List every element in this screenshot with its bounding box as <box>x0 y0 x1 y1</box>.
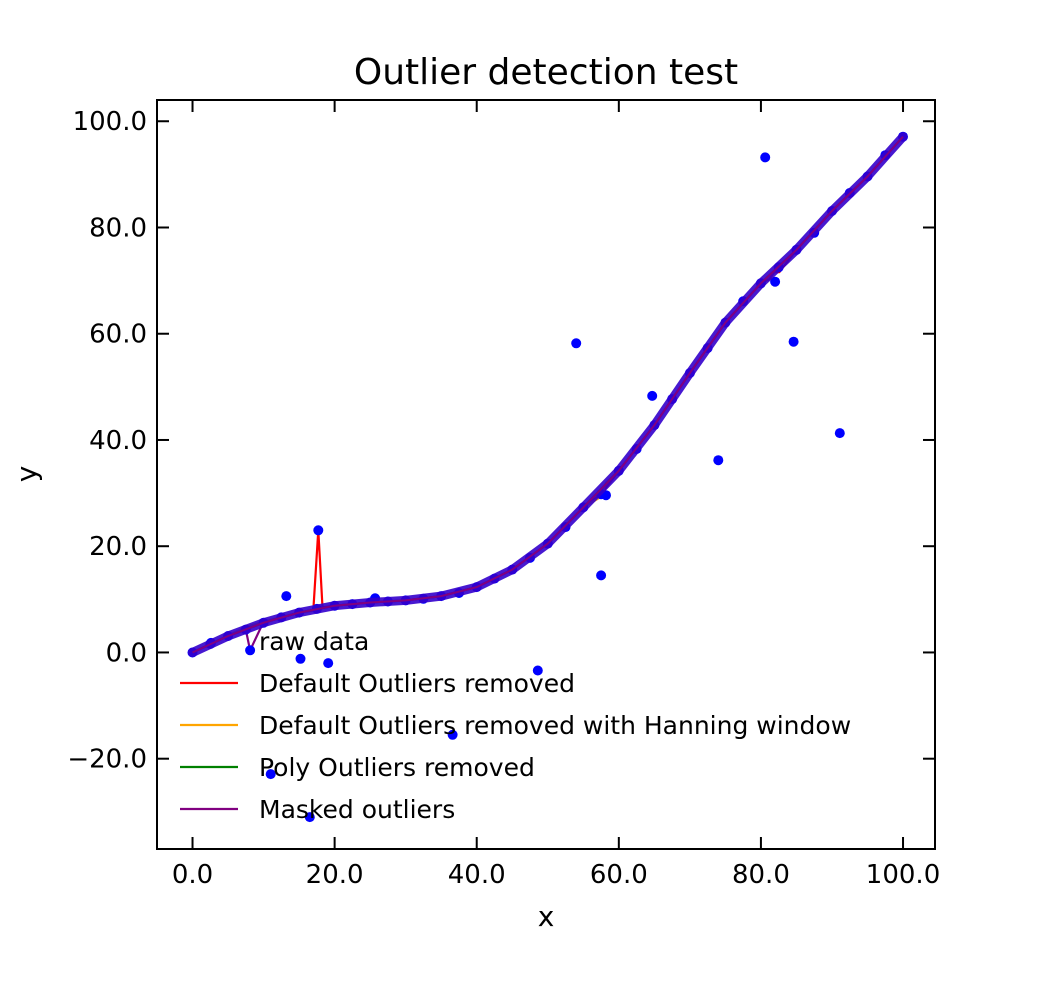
data-point <box>770 276 781 287</box>
data-point <box>447 729 458 740</box>
data-point <box>713 455 724 466</box>
y-axis-title: y <box>10 466 43 483</box>
plot-area <box>187 131 908 823</box>
y-tick-label: 40.0 <box>89 426 147 456</box>
legend-label: Default Outliers removed with Hanning wi… <box>259 711 851 740</box>
data-point <box>313 525 324 536</box>
y-tick-label: 100.0 <box>73 107 147 137</box>
data-point <box>265 769 276 780</box>
data-point <box>596 570 607 581</box>
data-point <box>834 428 845 439</box>
data-point <box>295 653 306 664</box>
plot-frame <box>156 99 936 850</box>
data-point <box>245 645 256 656</box>
legend-label: Poly Outliers removed <box>259 753 535 782</box>
legend-label: Default Outliers removed <box>259 669 575 698</box>
x-tick-label: 60.0 <box>590 860 648 890</box>
data-point <box>281 591 292 602</box>
y-axis: −20.0 0.0 20.0 40.0 60.0 80.0 100.0 <box>67 107 935 775</box>
y-tick-label: 0.0 <box>106 638 147 668</box>
data-point <box>532 665 543 676</box>
y-tick-label: 20.0 <box>89 532 147 562</box>
x-axis-title: x <box>538 900 555 933</box>
legend: raw data Default Outliers removed Default … <box>180 627 851 824</box>
masked-outliers-line-overlay <box>192 136 904 654</box>
y-tick-label: 80.0 <box>89 213 147 243</box>
data-point <box>323 658 334 669</box>
data-point <box>788 336 799 347</box>
data-point <box>571 338 582 349</box>
y-tick-label: −20.0 <box>67 745 147 775</box>
y-tick-label: 60.0 <box>89 320 147 350</box>
x-tick-label: 80.0 <box>732 860 790 890</box>
x-tick-label: 20.0 <box>306 860 364 890</box>
data-point <box>760 152 771 163</box>
chart-title: Outlier detection test <box>354 52 738 93</box>
legend-label: raw data <box>259 627 369 656</box>
data-point <box>647 390 658 401</box>
x-tick-label: 0.0 <box>172 860 213 890</box>
legend-label: Masked outliers <box>259 795 455 824</box>
x-axis: 0.0 20.0 40.0 60.0 80.0 100.0 <box>172 100 940 890</box>
x-tick-label: 100.0 <box>866 860 940 890</box>
x-tick-label: 40.0 <box>448 860 506 890</box>
data-point <box>304 812 315 823</box>
